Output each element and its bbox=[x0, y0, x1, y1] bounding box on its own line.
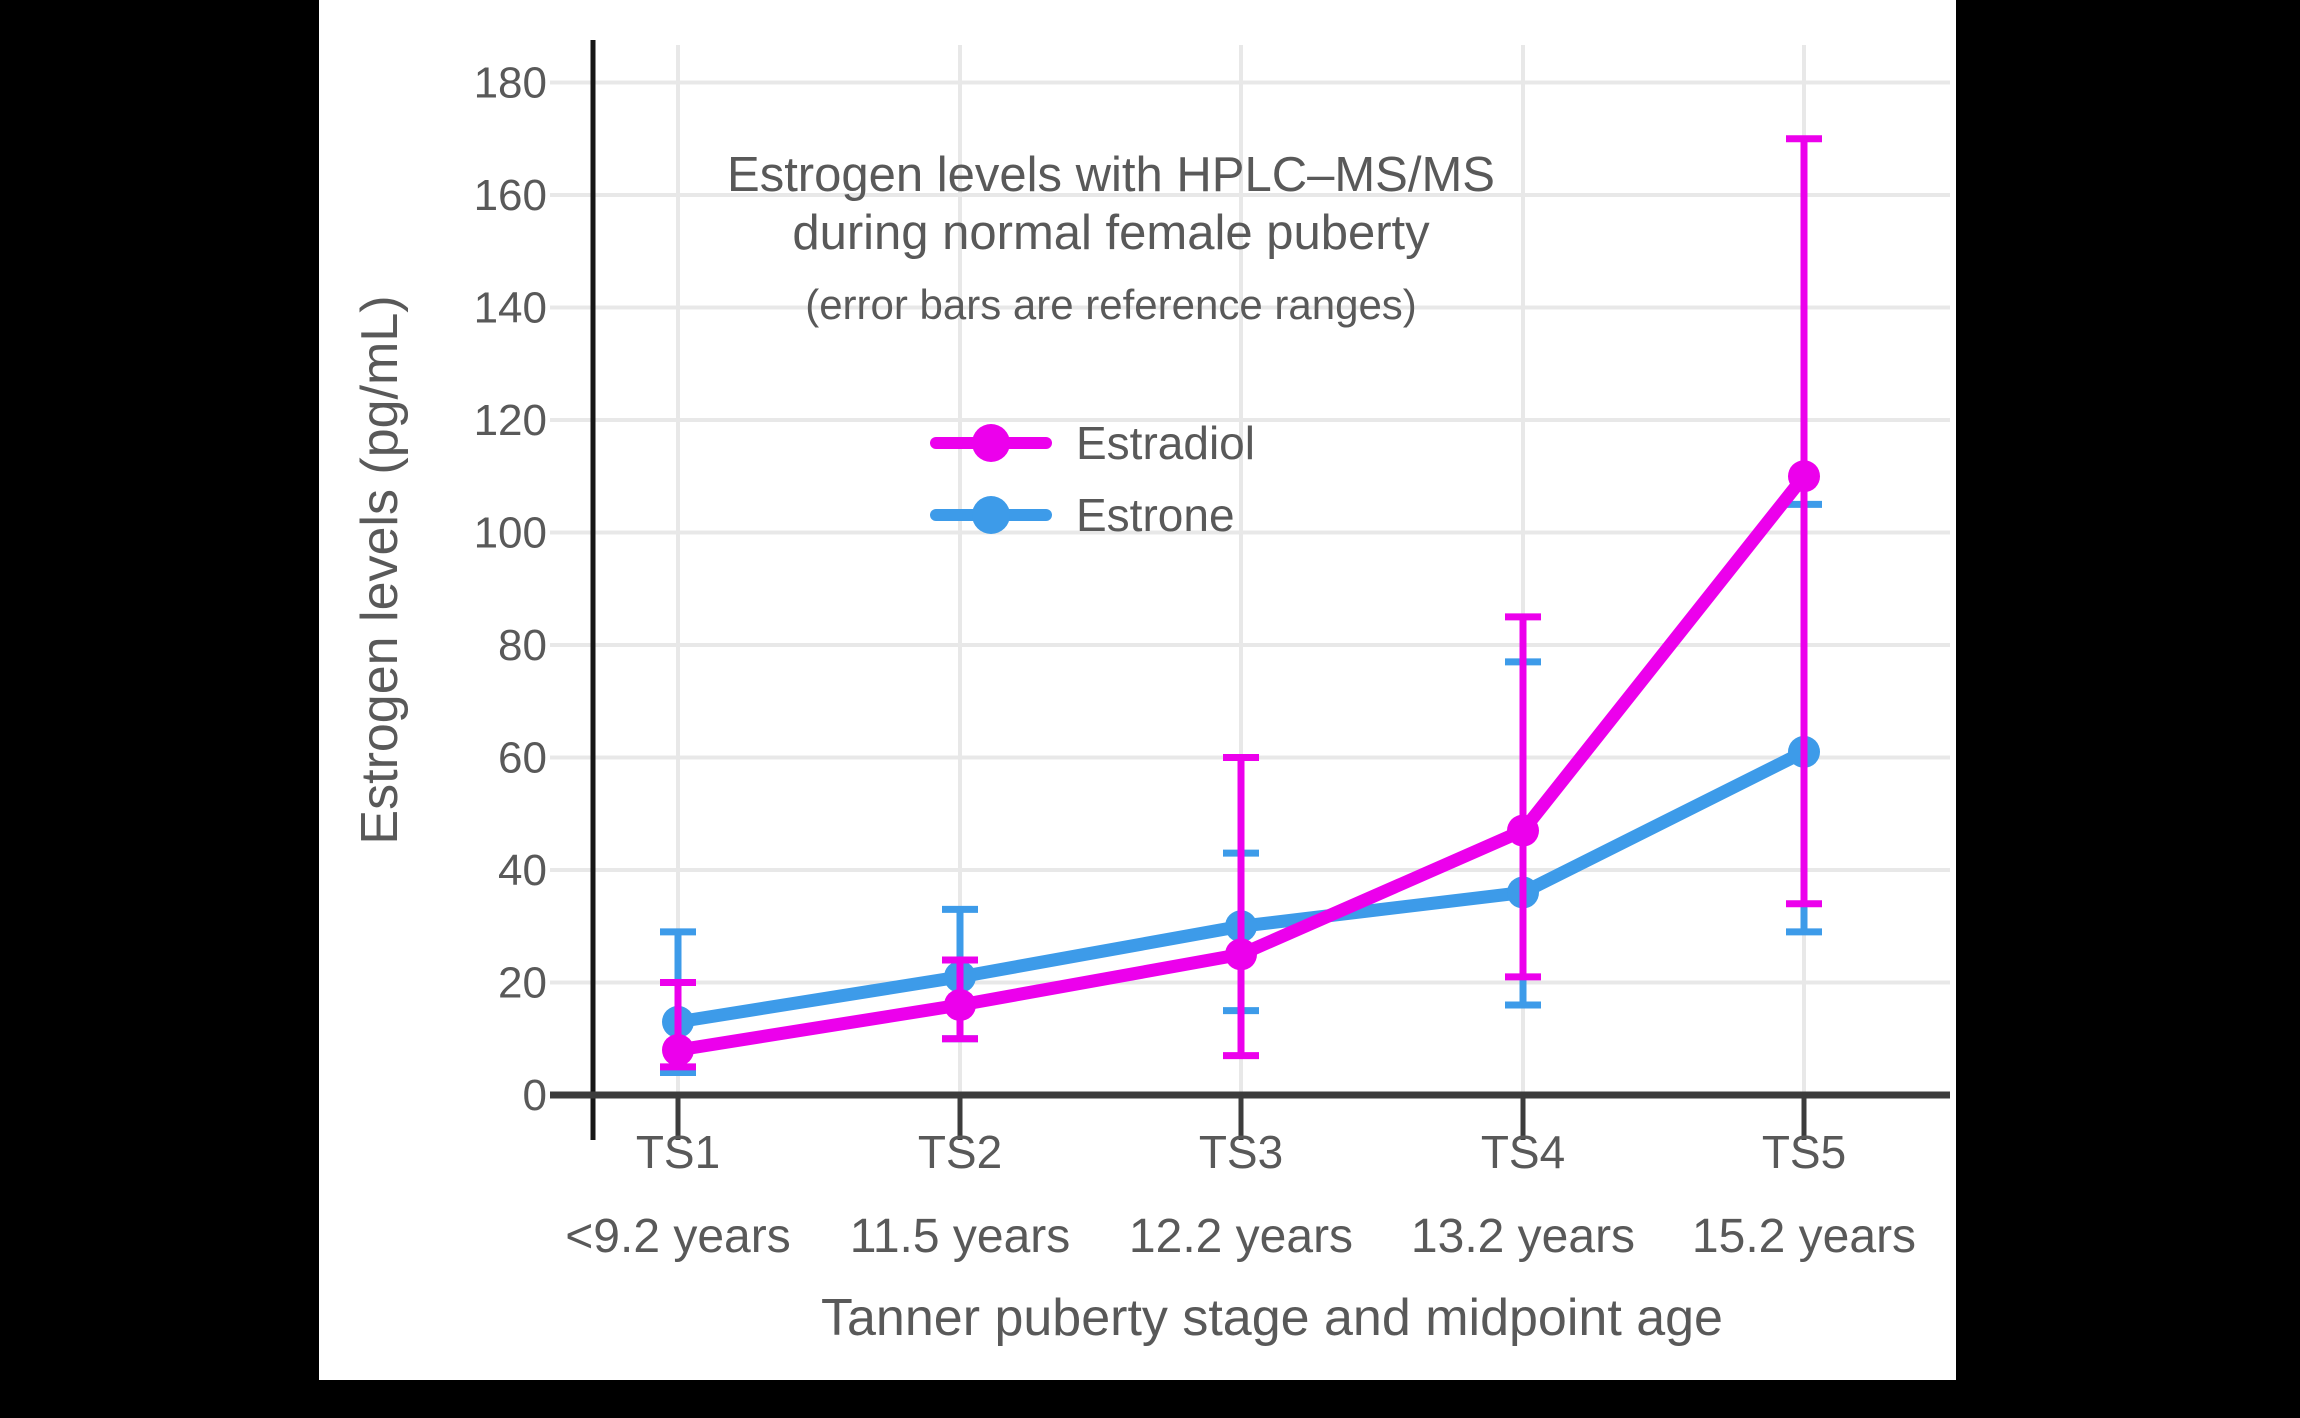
estradiol-point-TS1 bbox=[662, 1034, 694, 1066]
x-axis-title: Tanner puberty stage and midpoint age bbox=[821, 1289, 1723, 1347]
x-axis-age-labels: <9.2 years 11.5 years 12.2 years 13.2 years… bbox=[565, 1210, 1916, 1263]
svg-text:15.2 years: 15.2 years bbox=[1692, 1210, 1916, 1263]
estradiol-error-bars bbox=[660, 135, 1822, 1071]
svg-text:0: 0 bbox=[523, 1071, 547, 1120]
chart-canvas: 0 20 40 60 80 100 120 140 160 180 TS1 TS2 TS3 TS4 TS5 <… bbox=[319, 0, 1956, 1380]
y-axis-tick-labels: 0 20 40 60 80 100 120 140 160 180 bbox=[474, 59, 547, 1121]
estradiol-point-TS4 bbox=[1507, 814, 1539, 847]
legend-label-estrone: Estrone bbox=[1076, 489, 1235, 541]
estrogen-line-chart: 0 20 40 60 80 100 120 140 160 180 TS1 TS2 TS3 TS4 TS5 <… bbox=[474, 40, 1950, 1263]
chart-subtitle: (error bars are reference ranges) bbox=[805, 281, 1417, 328]
y-axis-title: Estrogen levels (pg/mL) bbox=[351, 295, 409, 845]
svg-text:TS2: TS2 bbox=[918, 1126, 1002, 1178]
legend-label-estradiol: Estradiol bbox=[1076, 417, 1255, 469]
svg-text:120: 120 bbox=[474, 396, 547, 445]
svg-text:140: 140 bbox=[474, 284, 547, 333]
svg-text:180: 180 bbox=[474, 59, 547, 108]
chart-title-block: Estrogen levels with HPLC–MS/MS during n… bbox=[511, 146, 1711, 332]
svg-text:60: 60 bbox=[498, 734, 547, 783]
legend-item-estradiol: Estradiol bbox=[930, 407, 1255, 479]
horizontal-gridlines bbox=[550, 80, 1950, 985]
chart-title-line1: Estrogen levels with HPLC–MS/MS bbox=[727, 148, 1495, 202]
chart-title-line2: during normal female puberty bbox=[792, 206, 1430, 260]
svg-text:160: 160 bbox=[474, 171, 547, 220]
svg-text:TS4: TS4 bbox=[1481, 1126, 1565, 1178]
svg-text:11.5 years: 11.5 years bbox=[850, 1210, 1071, 1263]
estradiol-point-TS3 bbox=[1225, 938, 1257, 971]
estradiol-markers bbox=[662, 460, 1820, 1066]
svg-text:<9.2 years: <9.2 years bbox=[565, 1210, 790, 1263]
svg-text:100: 100 bbox=[474, 509, 547, 558]
svg-text:TS5: TS5 bbox=[1762, 1126, 1846, 1178]
svg-text:40: 40 bbox=[498, 846, 547, 895]
estradiol-swatch-icon bbox=[930, 424, 1052, 462]
svg-text:TS3: TS3 bbox=[1199, 1126, 1283, 1178]
svg-text:20: 20 bbox=[498, 959, 547, 1008]
svg-text:13.2 years: 13.2 years bbox=[1411, 1210, 1635, 1263]
svg-text:TS1: TS1 bbox=[636, 1126, 720, 1178]
x-axis-category-labels: TS1 TS2 TS3 TS4 TS5 bbox=[636, 1126, 1846, 1178]
series-estradiol bbox=[660, 135, 1822, 1071]
svg-text:80: 80 bbox=[498, 621, 547, 670]
estradiol-point-TS5 bbox=[1788, 460, 1820, 493]
legend: Estradiol Estrone bbox=[930, 407, 1255, 551]
estrone-swatch-icon bbox=[930, 496, 1052, 534]
estradiol-point-TS2 bbox=[944, 989, 976, 1021]
legend-item-estrone: Estrone bbox=[930, 479, 1255, 551]
x-axis-ticks bbox=[675, 1095, 1807, 1140]
svg-text:12.2 years: 12.2 years bbox=[1129, 1210, 1353, 1263]
